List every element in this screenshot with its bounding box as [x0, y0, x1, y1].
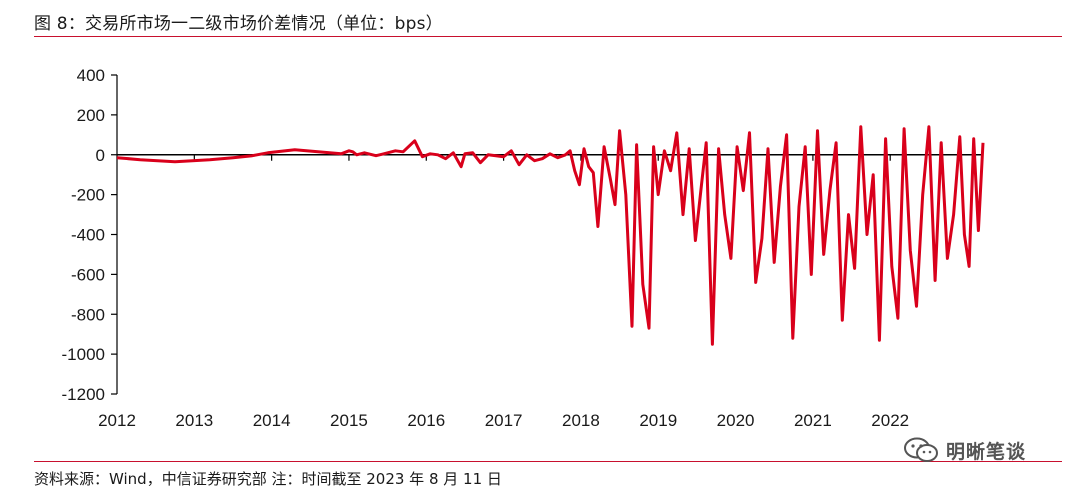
x-tick-label: 2013 [175, 411, 213, 430]
y-tick-label: 400 [77, 66, 105, 85]
x-tick-label: 2016 [407, 411, 445, 430]
x-tick-label: 2020 [717, 411, 755, 430]
watermark: 明晰笔谈 [902, 436, 1026, 464]
chart-title: 图 8：交易所市场一二级市场价差情况（单位：bps） [34, 14, 443, 34]
x-tick-label: 2017 [485, 411, 523, 430]
x-tick-label: 2012 [98, 411, 136, 430]
footer-rule [34, 461, 1062, 462]
y-tick-label: -600 [71, 265, 105, 284]
x-tick-label: 2019 [639, 411, 677, 430]
x-tick-label: 2015 [330, 411, 368, 430]
y-tick-label: 200 [77, 106, 105, 125]
line-chart: 400 200 0 -200 -400 -600 -800 -1000 -1200 2012 201… [62, 66, 985, 430]
x-tick-label: 2018 [562, 411, 600, 430]
x-tick-label: 2022 [871, 411, 909, 430]
watermark-text: 明晰笔谈 [946, 440, 1027, 463]
y-tick-label: -400 [71, 226, 105, 245]
y-tick-label: -200 [71, 186, 105, 205]
y-tick-label: 0 [96, 146, 105, 165]
x-tick-label: 2014 [253, 411, 291, 430]
wechat-icon [904, 437, 938, 462]
y-tick-label: -1000 [62, 345, 105, 364]
source-note: 资料来源：Wind，中信证券研究部 注：时间截至 2023 年 8 月 11 日 [34, 470, 502, 488]
y-tick-label: -800 [71, 305, 105, 324]
x-tick-label: 2021 [794, 411, 832, 430]
series-line [116, 125, 985, 346]
y-tick-label: -1200 [62, 385, 105, 404]
title-rule [34, 36, 1062, 37]
